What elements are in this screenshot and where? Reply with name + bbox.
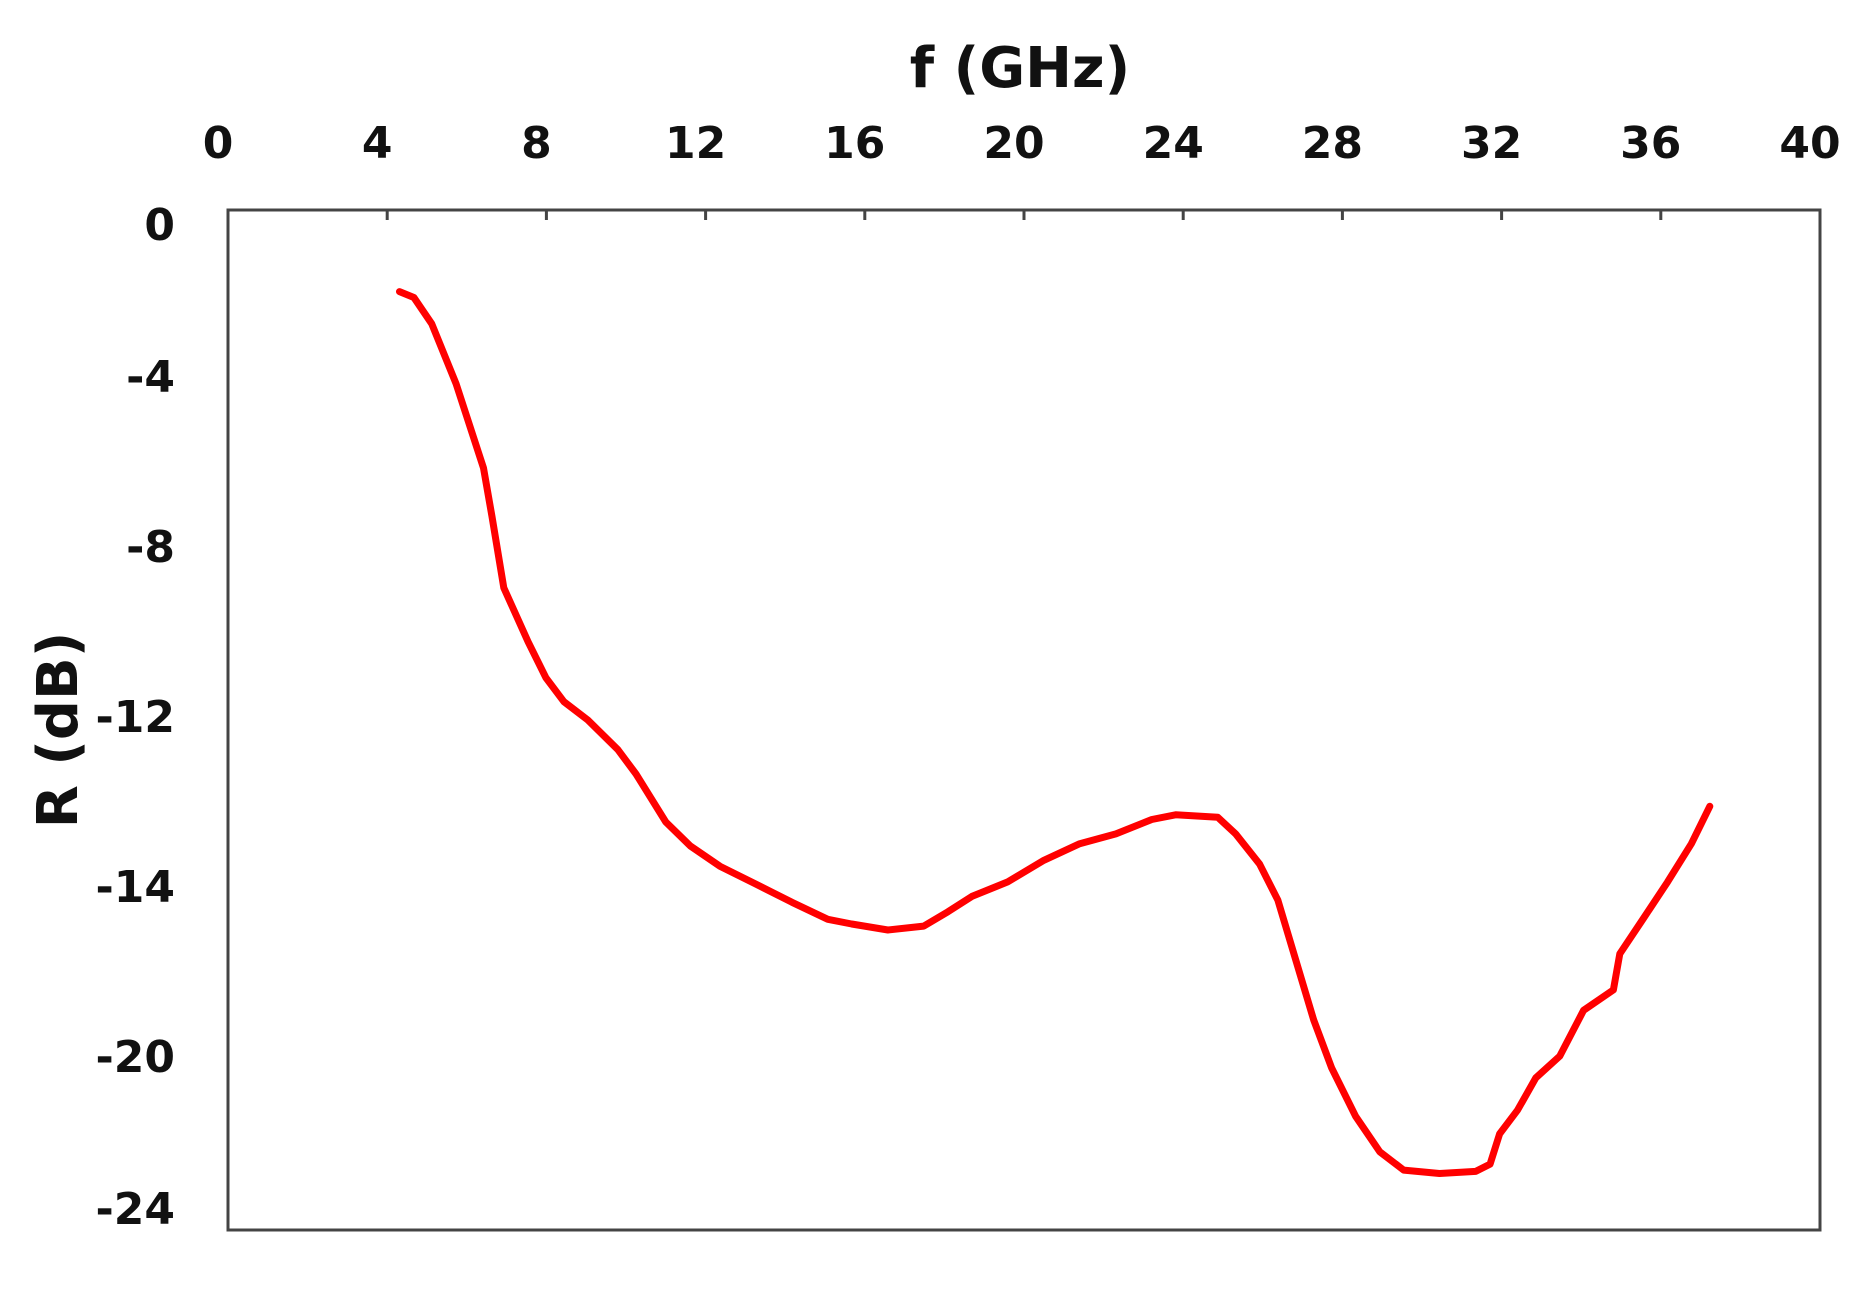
x-axis-title: f (GHz) [910,36,1130,101]
y-tick-label: -8 [126,522,175,573]
plot-frame [226,208,1822,1232]
y-tick-label: -12 [96,692,176,743]
y-tick-label: -20 [96,1032,176,1083]
x-tick-label: 28 [1302,118,1363,169]
x-tick-label: 12 [665,118,726,169]
y-tick-label: -4 [126,352,175,403]
x-tick-label: 32 [1461,118,1522,169]
x-tick-label: 16 [824,118,885,169]
data-line [396,288,1714,1177]
x-tick-label: 36 [1620,118,1681,169]
x-tick-label: 20 [983,118,1044,169]
x-tick-label: 40 [1779,118,1840,169]
y-tick-label: -14 [96,862,176,913]
x-tick-label: 4 [362,118,393,169]
y-tick-label: 0 [144,200,175,251]
y-axis-title: R (dB) [26,632,91,829]
x-tick-label: 8 [521,118,552,169]
y-tick-label: -24 [96,1184,176,1235]
x-tick-label: 24 [1143,118,1204,169]
x-tick-label: 0 [203,118,234,169]
